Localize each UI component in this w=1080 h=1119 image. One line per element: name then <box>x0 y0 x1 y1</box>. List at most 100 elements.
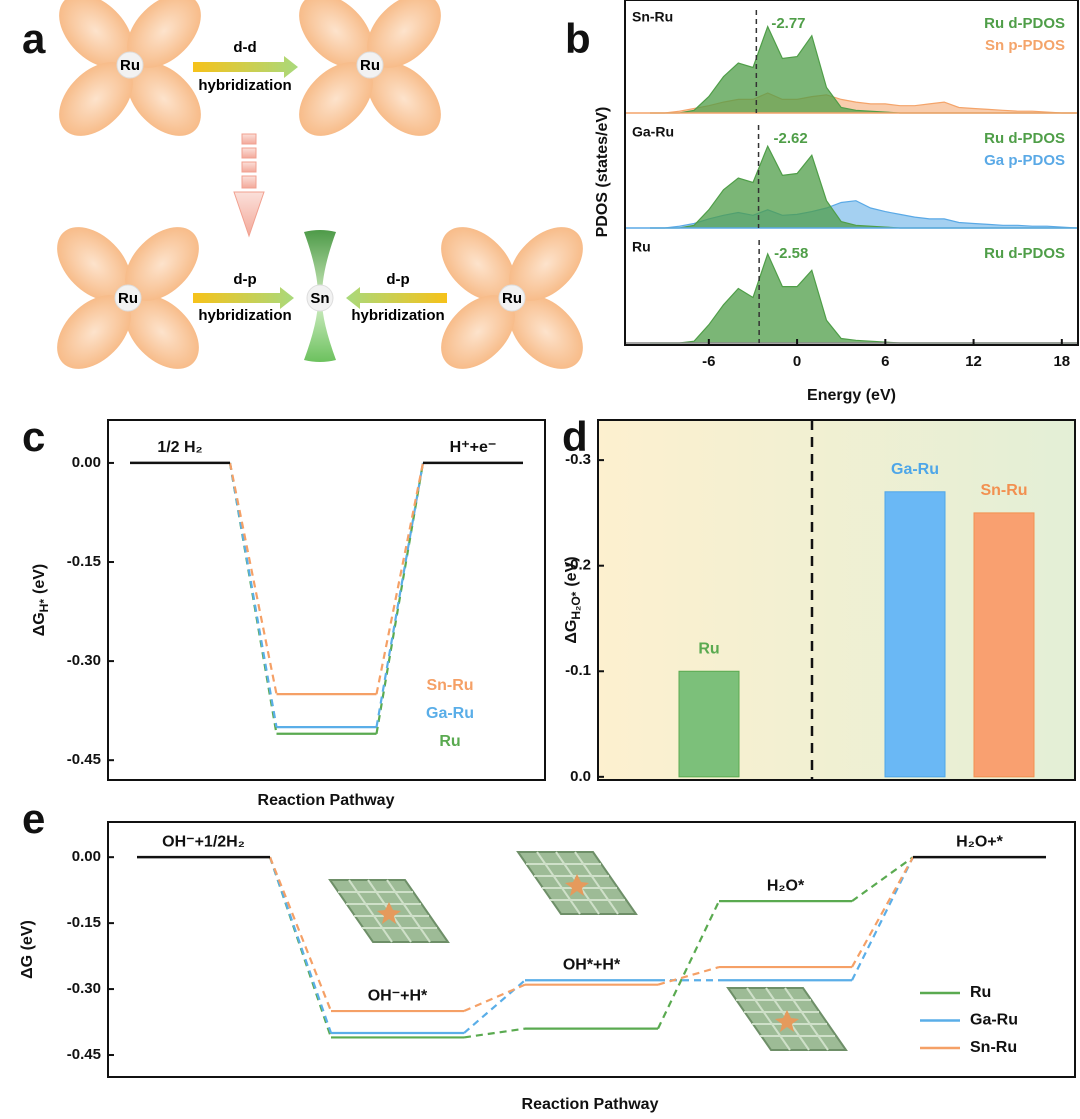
legend-label: Ru d-PDOS <box>984 15 1065 32</box>
axes-frame <box>107 419 546 781</box>
ru-orbital <box>44 0 216 151</box>
arrow-label: d-p <box>386 271 409 288</box>
ru-orbital <box>284 0 456 151</box>
state-label: H⁺+e⁻ <box>450 439 497 456</box>
arrow-label: hybridization <box>351 307 444 324</box>
x-axis-label: Reaction Pathway <box>522 1096 659 1113</box>
x-tick-label: 18 <box>1053 353 1070 370</box>
down-arrow <box>233 133 265 238</box>
y-tick-label: 0.00 <box>72 848 101 865</box>
y-axis-label: ΔGH₂O* (eV) <box>563 556 583 643</box>
connector <box>268 856 333 1034</box>
arrow <box>346 287 447 309</box>
y-tick-label: -0.1 <box>565 662 591 679</box>
panel-letter: a <box>22 15 46 62</box>
panel-letter: c <box>22 413 45 460</box>
panel-a: a Ru Ru d-d hybridization Ru Sn Ru d-p h… <box>22 0 598 384</box>
connector <box>375 462 425 695</box>
state-label: H₂O* <box>767 877 805 894</box>
y-axis-label: ΔG (eV) <box>19 920 36 979</box>
axes-frame <box>107 821 1076 1078</box>
connector <box>375 462 425 728</box>
area-fill <box>650 253 1077 343</box>
atom-label: Sn <box>310 290 329 307</box>
atom-label: Ru <box>502 290 522 307</box>
arrow <box>193 56 298 78</box>
d-band-center-label: -2.58 <box>774 245 808 262</box>
label-sub: H* <box>37 599 51 613</box>
legend-label: Sn-Ru <box>426 677 473 694</box>
bar-label: Sn-Ru <box>980 482 1027 499</box>
panel-name: Sn-Ru <box>632 9 673 25</box>
x-axis-label: Reaction Pathway <box>258 792 395 809</box>
connector <box>463 979 526 1034</box>
axes-frame <box>597 419 1076 781</box>
y-tick-label: -0.15 <box>67 553 101 570</box>
connector <box>851 856 914 903</box>
legend-label: Ga-Ru <box>426 705 474 722</box>
area-fill <box>650 146 1077 228</box>
y-axis-label: PDOS (states/eV) <box>594 107 611 238</box>
legend-label: Ru <box>970 984 991 1001</box>
atom-label: Ru <box>120 57 140 74</box>
atom-label: Ru <box>118 290 138 307</box>
label-sub: H₂O* <box>569 591 583 619</box>
state-label: H₂O+* <box>956 833 1003 850</box>
arrow <box>193 287 294 309</box>
sn-atom <box>306 284 334 312</box>
connector <box>228 462 278 695</box>
atom-label: Ru <box>360 57 380 74</box>
legend-label: Ru d-PDOS <box>984 130 1065 147</box>
y-axis-label: ΔGH* (eV) <box>31 564 51 637</box>
connector <box>851 856 914 981</box>
structure-image <box>517 851 637 915</box>
y-tick-label: -0.45 <box>67 1046 101 1063</box>
bar-label: Ru <box>698 640 719 657</box>
connector <box>268 856 333 1038</box>
connector <box>851 856 914 968</box>
y-tick-label: -0.30 <box>67 980 101 997</box>
x-tick-label: 0 <box>793 353 801 370</box>
y-tick-label: 0.0 <box>570 768 591 785</box>
connector <box>268 856 333 1012</box>
connector <box>463 1027 526 1039</box>
panel-letter: d <box>562 413 588 460</box>
label-part: (eV) <box>563 556 580 586</box>
bar-label: Ga-Ru <box>891 461 939 478</box>
connector <box>657 966 720 986</box>
bar <box>678 670 740 778</box>
x-tick-label: 12 <box>965 353 982 370</box>
legend-label: Sn-Ru <box>970 1039 1017 1056</box>
state-label: 1/2 H₂ <box>157 439 202 456</box>
y-tick-label: -0.2 <box>565 557 591 574</box>
d-band-center-label: -2.77 <box>771 15 805 32</box>
panel-letter: e <box>22 795 45 842</box>
y-tick-label: -0.15 <box>67 914 101 931</box>
connector <box>657 900 720 1030</box>
sn-lobe <box>304 230 336 296</box>
arrow-label: hybridization <box>198 77 291 94</box>
panel-name: Ga-Ru <box>632 124 674 140</box>
x-axis-label: Energy (eV) <box>807 387 896 404</box>
label-part: (eV) <box>31 564 48 594</box>
panel-letter: b <box>565 15 591 62</box>
state-label: OH*+H* <box>563 956 621 973</box>
x-tick-label: -6 <box>702 353 715 370</box>
state-label: OH⁻+1/2H₂ <box>162 833 245 850</box>
legend-label: Ga-Ru <box>970 1012 1018 1029</box>
y-tick-label: -0.3 <box>565 451 591 468</box>
connector <box>228 462 278 728</box>
x-tick-label: 6 <box>881 353 889 370</box>
legend-label: Ga p-PDOS <box>984 152 1065 169</box>
connector <box>375 462 425 734</box>
sn-lobe <box>304 300 336 362</box>
y-tick-label: -0.45 <box>67 751 101 768</box>
arrow-label: d-p <box>233 271 256 288</box>
legend-label: Ru <box>439 733 460 750</box>
y-tick-label: -0.30 <box>67 652 101 669</box>
bar <box>884 491 946 778</box>
structure-image <box>727 987 847 1051</box>
legend-label: Ru d-PDOS <box>984 245 1065 262</box>
state-label: OH⁻+H* <box>368 987 428 1004</box>
